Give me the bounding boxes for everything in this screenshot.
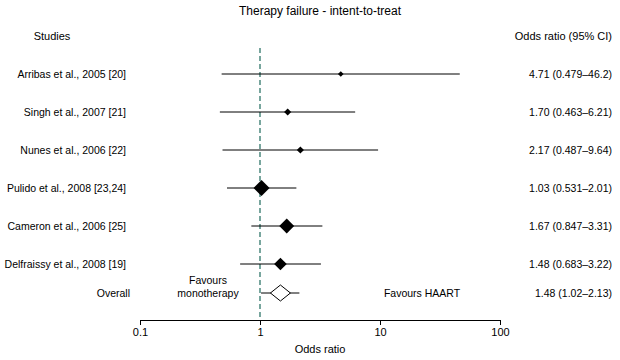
tick-mark xyxy=(380,320,381,325)
x-axis-title: Odds ratio xyxy=(295,343,346,355)
study-label: Pulido et al., 2008 [23,24] xyxy=(7,182,126,194)
study-label: Cameron et al., 2006 [25] xyxy=(8,220,127,232)
study-label: Arribas et al., 2005 [20] xyxy=(17,68,126,80)
estimate-marker xyxy=(274,258,287,271)
overall-value-label: 1.48 (1.02–2.13) xyxy=(535,287,612,299)
column-header: Studies xyxy=(34,30,71,42)
overall-marker xyxy=(270,285,290,301)
forest-plot: Therapy failure - intent-to-treat Studies… xyxy=(0,0,620,360)
estimate-marker xyxy=(279,219,294,234)
column-header: Odds ratio (95% CI) xyxy=(515,30,612,42)
tick-label: 1 xyxy=(257,326,263,338)
tick-mark xyxy=(260,320,261,325)
value-label: 1.48 (0.683–3.22) xyxy=(529,258,612,270)
x-axis: 0.1 1 10 100 xyxy=(133,320,510,338)
study-label: Delfraissy et al., 2008 [19] xyxy=(5,258,126,270)
tick-label: 10 xyxy=(374,326,386,338)
tick-mark xyxy=(500,320,501,325)
overall-label: Overall xyxy=(97,287,130,299)
axis-line xyxy=(141,321,501,326)
annotation: Favours HAART xyxy=(384,287,461,299)
study-label: Singh et al., 2007 [21] xyxy=(24,106,126,118)
tick: 1 xyxy=(257,320,263,338)
value-label: 4.71 (0.479–46.2) xyxy=(529,68,612,80)
annotation: Favoursmonotherapy xyxy=(177,274,239,299)
plot-area xyxy=(220,48,460,320)
tick-label: 0.1 xyxy=(133,326,148,338)
value-label: 1.03 (0.531–2.01) xyxy=(529,182,612,194)
title: Therapy failure - intent-to-treat xyxy=(239,4,402,18)
estimate-marker xyxy=(254,180,270,196)
value-label: 1.67 (0.847–3.31) xyxy=(529,220,612,232)
tick: 0.1 xyxy=(133,320,148,338)
tick-label: 100 xyxy=(491,326,509,338)
tick-mark xyxy=(140,320,141,325)
value-label: 2.17 (0.487–9.64) xyxy=(529,144,612,156)
tick: 10 xyxy=(374,320,386,338)
value-label: 1.70 (0.463–6.21) xyxy=(529,106,612,118)
estimate-marker xyxy=(297,146,304,153)
tick: 100 xyxy=(491,320,509,338)
estimate-marker xyxy=(338,71,344,77)
study-label: Nunes et al., 2006 [22] xyxy=(20,144,126,156)
chart-container: Therapy failure - intent-to-treat Studies… xyxy=(0,0,620,360)
estimate-marker xyxy=(284,108,291,115)
